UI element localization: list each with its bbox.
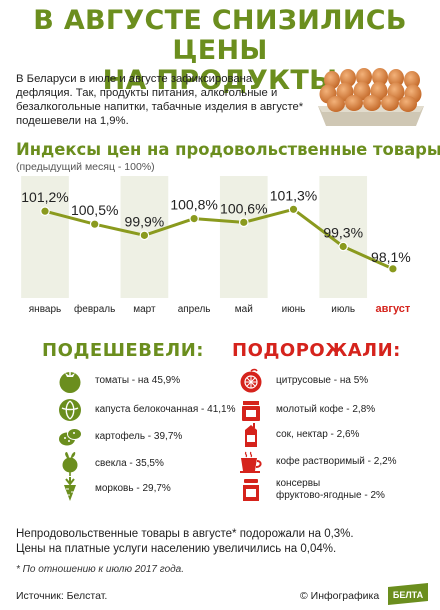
x-tick-label: март	[133, 304, 156, 315]
cheaper-item-potato: картофель - 39,7%	[57, 424, 182, 450]
data-label: 100,8%	[170, 197, 217, 213]
cheaper-item-label: морковь - 29,7%	[95, 483, 171, 494]
pricier-heading: ПОДОРОЖАЛИ:	[232, 340, 401, 361]
data-point	[139, 230, 150, 241]
footnote: * По отношению к июлю 2017 года.	[16, 564, 185, 575]
data-point	[239, 217, 249, 228]
cheaper-item-label: картофель - 39,7%	[95, 431, 183, 442]
data-point	[338, 241, 348, 252]
data-label: 100,6%	[220, 200, 267, 216]
credit-text: © Инфографика	[300, 590, 380, 602]
cheaper-item-tomatoes: томаты - на 45,9%	[57, 368, 180, 394]
x-tick-label: февраль	[74, 303, 115, 315]
pricier-item-label: консервы фруктово-ягодные - 2%	[276, 478, 385, 501]
pricier-item-preserves: консервы фруктово-ягодные - 2%	[238, 477, 385, 503]
cheaper-heading: ПОДЕШЕВЕЛИ:	[42, 340, 204, 361]
data-label: 98,1%	[371, 249, 411, 265]
data-point	[40, 206, 50, 216]
instant-coffee-icon	[240, 451, 262, 473]
data-point	[89, 219, 100, 229]
data-point	[388, 264, 398, 274]
x-tick-label: апрель	[178, 304, 211, 315]
price-index-chart: 101,2% январь 100,5% февраль 99,9% март 100,8%…	[21, 176, 411, 315]
x-tick-label: май	[235, 304, 253, 315]
footer-summary: Непродовольственные товары в августе* по…	[16, 527, 426, 557]
carrot-icon	[64, 477, 76, 501]
intro-text: В Беларуси в июле и августе зафиксирован…	[16, 73, 304, 127]
cheaper-item-cabbage: капуста белокочанная - 41,1%	[57, 397, 235, 423]
cabbage-icon	[59, 399, 81, 421]
pricier-item-citrus: цитрусовые - на 5%	[238, 368, 368, 394]
pricier-item-label: сок, нектар - 2,6%	[276, 429, 360, 440]
belta-logo: БЕЛТА	[388, 583, 428, 605]
x-tick-label: август	[375, 303, 410, 315]
data-label: 99,3%	[323, 225, 363, 241]
data-label: 101,3%	[270, 187, 317, 203]
source-text: Источник: Белстат.	[16, 590, 108, 602]
cheaper-item-label: капуста белокочанная - 41,1%	[95, 404, 236, 415]
belta-logo-text: БЕЛТА	[393, 590, 424, 600]
title-line-1: В АВГУСТЕ СНИЗИЛИСЬ ЦЕНЫ	[33, 5, 407, 66]
ground-coffee-icon	[242, 401, 260, 421]
services-note: Цены на платные услуги населению увеличи…	[16, 543, 337, 555]
potato-icon	[59, 428, 82, 446]
cheaper-item-label: томаты - на 45,9%	[95, 375, 181, 386]
jar-icon	[243, 479, 259, 501]
page-title: В АВГУСТЕ СНИЗИЛИСЬ ЦЕНЫ НА ПРОДУКТЫ	[0, 6, 440, 96]
data-label: 99,9%	[125, 213, 165, 229]
egg-tray-icon	[318, 68, 424, 126]
title-line-2: НА ПРОДУКТЫ	[102, 65, 338, 96]
pricier-item-label: кофе растворимый - 2,2%	[276, 456, 397, 467]
tomato-icon	[59, 371, 81, 393]
x-tick-label: январь	[29, 304, 61, 315]
citrus-icon	[240, 368, 262, 393]
pricier-item-instant-coffee: кофе растворимый - 2,2%	[238, 449, 397, 475]
x-tick-label: июль	[331, 304, 355, 315]
data-label: 101,2%	[21, 189, 68, 205]
chart-title: Индексы цен на продовольственные товары:	[16, 140, 440, 159]
juice-icon	[245, 423, 257, 447]
chart-band	[319, 176, 368, 298]
series-line	[44, 207, 394, 271]
chart-band	[21, 176, 69, 298]
pricier-item-juice: сок, нектар - 2,6%	[238, 422, 359, 448]
data-label: 100,5%	[71, 202, 118, 218]
beet-icon	[62, 452, 78, 476]
pricier-item-label: молотый кофе - 2,8%	[276, 404, 376, 415]
cheaper-item-label: свекла - 35,5%	[95, 458, 164, 469]
pricier-item-label: цитрусовые - на 5%	[276, 375, 369, 386]
chart-band	[219, 176, 268, 298]
cheaper-item-carrot: морковь - 29,7%	[57, 476, 171, 502]
cheaper-item-beet: свекла - 35,5%	[57, 451, 164, 477]
pricier-item-ground-coffee: молотый кофе - 2,8%	[238, 397, 375, 423]
chart-subtitle: (предыдущий месяц - 100%)	[16, 161, 155, 173]
nonfood-note: Непродовольственные товары в августе* по…	[16, 528, 354, 540]
data-point	[288, 204, 299, 215]
x-tick-label: июнь	[282, 304, 306, 315]
data-point	[189, 213, 199, 224]
